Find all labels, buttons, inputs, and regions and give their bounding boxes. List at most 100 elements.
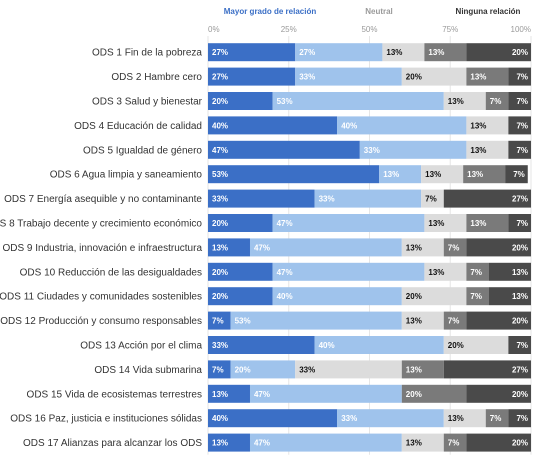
bar-segment: [443, 409, 486, 428]
x-tick-label: 50%: [361, 25, 377, 34]
bar-segment: [230, 360, 296, 379]
x-tick-label: 100%: [511, 25, 531, 34]
bar-segment: [466, 311, 531, 330]
data-label: 7%: [212, 317, 224, 326]
data-label: 13%: [212, 243, 228, 252]
bar-segment: [443, 360, 531, 379]
data-label: 13%: [212, 390, 228, 399]
bar-segment: [208, 43, 296, 62]
bar-segment: [466, 238, 531, 257]
bar-segment: [208, 214, 273, 232]
data-label: 7%: [516, 121, 528, 130]
bar-segment: [401, 67, 467, 86]
bar-segment: [424, 214, 467, 232]
category-label: ODS 7 Energía asequible y no contaminant…: [4, 194, 202, 205]
category-label: ODS 12 Producción y consumo responsables: [0, 316, 202, 327]
bar-segment: [466, 287, 490, 306]
bar-segment: [508, 116, 531, 135]
data-label: 40%: [277, 292, 293, 301]
category-label: ODS 5 Igualdad de género: [83, 145, 202, 156]
bar-segment: [208, 384, 250, 403]
data-label: 13%: [428, 268, 444, 277]
data-label: 13%: [212, 439, 228, 448]
data-label: 13%: [406, 439, 422, 448]
x-axis-ticks: 0% 25% 50% 75% 100%: [208, 25, 531, 34]
bar-segment: [508, 409, 531, 428]
data-label: 20%: [406, 73, 422, 82]
header-right: Ninguna relación: [456, 7, 521, 16]
bar-segment: [463, 165, 506, 184]
data-label: 13%: [406, 243, 422, 252]
data-label: 20%: [512, 390, 528, 399]
bar-segment: [401, 238, 444, 257]
bar-segment: [208, 311, 231, 330]
data-label: 20%: [235, 365, 251, 374]
data-label: 7%: [490, 97, 502, 106]
bar-segment: [230, 311, 402, 330]
bar-segment: [337, 116, 467, 135]
data-label: 47%: [254, 439, 270, 448]
bar-segment: [295, 360, 402, 379]
bar-segment: [443, 311, 467, 330]
bar-segment: [466, 140, 509, 159]
bar-segment: [466, 262, 490, 281]
bar-segment: [314, 189, 422, 208]
data-label: 20%: [212, 292, 228, 301]
data-label: 13%: [470, 73, 486, 82]
data-label: 13%: [467, 170, 483, 179]
bar-segment: [249, 433, 402, 452]
data-label: 13%: [470, 121, 486, 130]
bar-segment: [208, 262, 273, 281]
bar-segment: [272, 262, 425, 281]
data-label: 7%: [448, 317, 460, 326]
bar-segment: [208, 67, 296, 86]
data-label: 40%: [319, 341, 335, 350]
data-label: 33%: [319, 195, 335, 204]
bar-segment: [272, 214, 425, 232]
category-label: ODS 8 Trabajo decente y crecimiento econ…: [0, 219, 202, 230]
bar-segment: [443, 336, 509, 354]
header-left: Mayor grado de relación: [224, 7, 317, 16]
x-tick-label: 25%: [281, 25, 297, 34]
data-label: 7%: [448, 243, 460, 252]
bar-segment: [443, 238, 467, 257]
data-label: 27%: [512, 195, 528, 204]
bar-segment: [508, 336, 531, 354]
bar-segment: [401, 384, 467, 403]
data-label: 47%: [277, 268, 293, 277]
bar-segment: [485, 92, 509, 110]
bar-segment: [505, 165, 528, 184]
data-label: 13%: [470, 146, 486, 155]
bar-segment: [508, 67, 531, 86]
bar-segment: [466, 67, 509, 86]
data-label: 7%: [513, 170, 525, 179]
data-label: 53%: [212, 170, 228, 179]
bar-segment: [208, 360, 231, 379]
data-label: 7%: [212, 365, 224, 374]
data-label: 27%: [512, 365, 528, 374]
bar-segment: [272, 287, 402, 306]
data-label: 13%: [428, 219, 444, 228]
bar-segment: [295, 67, 402, 86]
bar-segment: [359, 140, 467, 159]
data-label: 13%: [512, 268, 528, 277]
bar-segment: [208, 336, 315, 354]
bar-segment: [379, 165, 422, 184]
bar-segment: [249, 238, 402, 257]
data-label: 47%: [254, 243, 270, 252]
data-label: 13%: [406, 365, 422, 374]
data-label: 7%: [470, 268, 482, 277]
bar-segment: [208, 92, 273, 110]
data-label: 27%: [299, 48, 315, 57]
bar-segment: [508, 140, 531, 159]
data-label: 20%: [212, 219, 228, 228]
data-label: 40%: [212, 121, 228, 130]
bar-segment: [208, 165, 380, 184]
bar-segment: [401, 287, 467, 306]
data-label: 13%: [386, 48, 402, 57]
category-label: ODS 15 Vida de ecosistemas terrestres: [27, 389, 202, 400]
category-label: ODS 2 Hambre cero: [111, 72, 202, 83]
bar-segment: [421, 189, 444, 208]
bar-segment: [508, 92, 531, 110]
bar-segment: [421, 165, 464, 184]
